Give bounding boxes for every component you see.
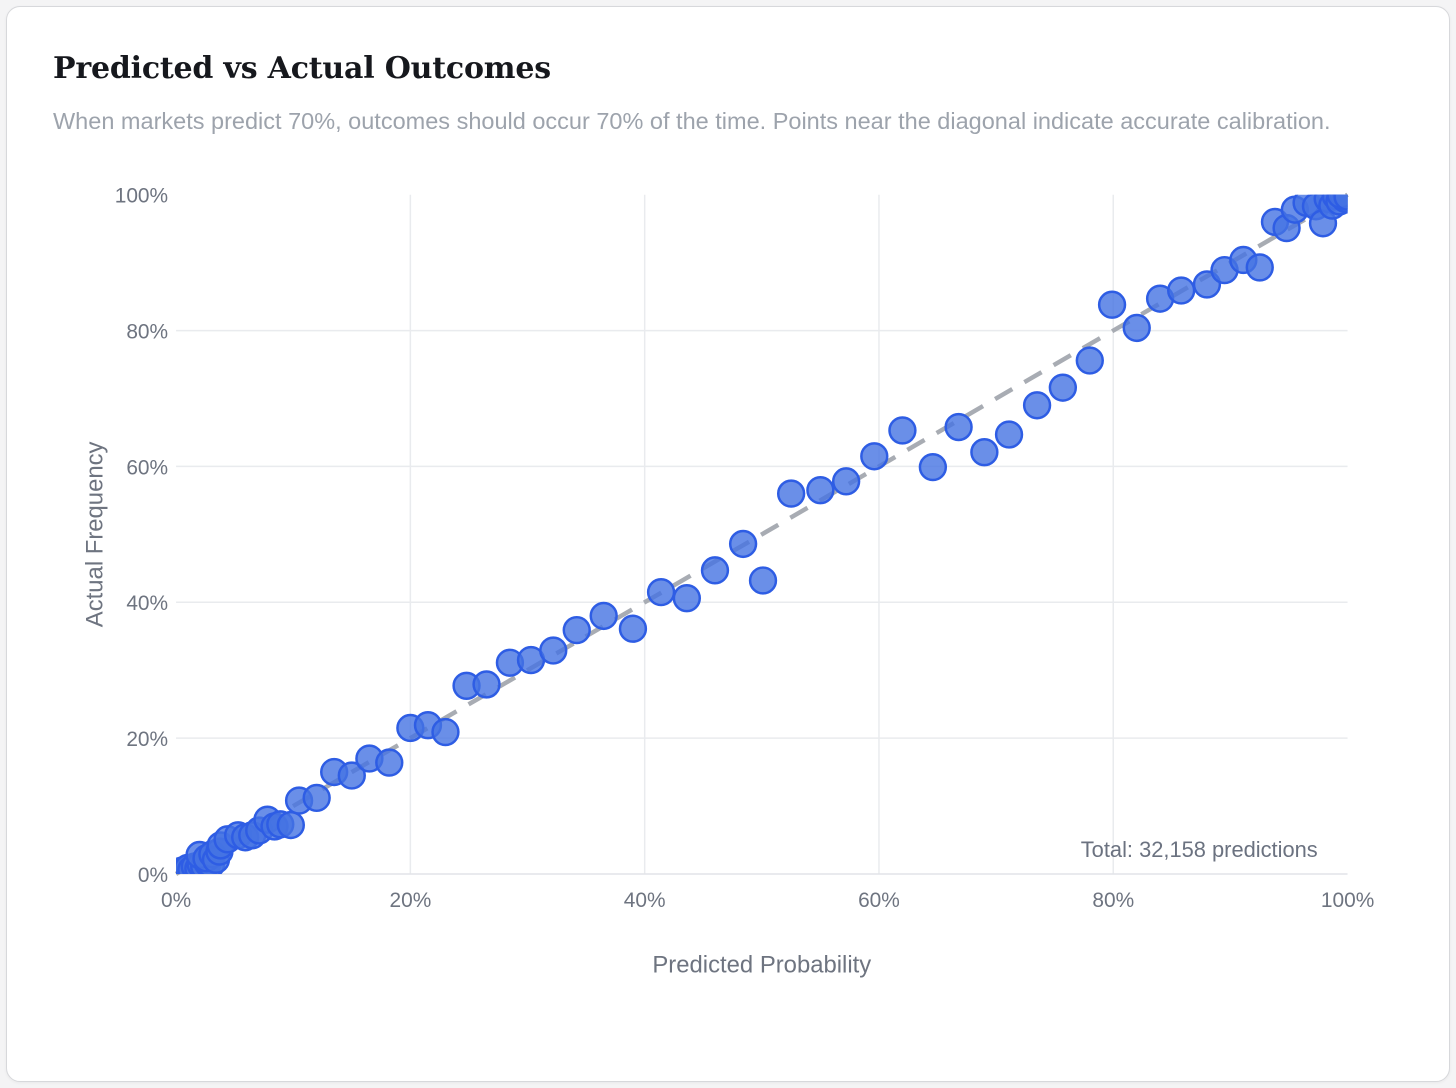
data-point (728, 529, 758, 559)
x-tick-label: 0% (161, 889, 191, 912)
data-point (472, 670, 501, 699)
scatter-points-group (176, 194, 1348, 874)
chart-card: Predicted vs Actual Outcomes When market… (6, 6, 1450, 1082)
y-tick-label: 80% (126, 321, 168, 344)
y-tick-label: 20% (126, 728, 168, 751)
data-point (276, 810, 305, 840)
data-point (1122, 313, 1151, 343)
y-tick-label: 100% (115, 185, 168, 208)
data-point (944, 412, 973, 442)
total-predictions-label: Total: 32,158 predictions (1081, 837, 1318, 862)
data-point (806, 476, 835, 505)
chart-header: Predicted vs Actual Outcomes When market… (7, 7, 1449, 143)
chart-subtitle: When markets predict 70%, outcomes shoul… (53, 108, 1331, 134)
calibration-scatter-chart: 0%0% 20% 20% 40% 40% 60% 60% 80% 80% 100% 100% Pred… (81, 185, 1374, 979)
y-tick-label: 40% (126, 592, 168, 615)
x-tick-label: 40% (624, 889, 666, 912)
data-point (539, 636, 568, 665)
data-point (618, 614, 648, 643)
data-point (1167, 276, 1196, 305)
data-point (860, 442, 889, 471)
data-point (918, 452, 948, 482)
data-point (700, 556, 730, 585)
data-point (1022, 391, 1052, 420)
data-point (337, 761, 366, 790)
y-axis-title: Actual Frequency (81, 441, 108, 627)
data-point (831, 467, 861, 496)
data-point (646, 577, 676, 607)
x-tick-label: 60% (858, 889, 900, 912)
data-point (672, 584, 701, 613)
data-point (375, 748, 404, 777)
x-tick-label: 100% (1321, 889, 1374, 912)
x-axis-title: Predicted Probability (652, 951, 871, 978)
x-tick-label: 80% (1092, 889, 1134, 912)
data-point (776, 479, 806, 508)
data-point (1333, 194, 1348, 211)
y-tick-label: 0% (138, 864, 168, 887)
data-point (589, 601, 618, 631)
data-point (1075, 346, 1104, 375)
chart-title: Predicted vs Actual Outcomes (53, 51, 551, 86)
data-point (748, 566, 778, 595)
data-point (562, 615, 591, 645)
data-point (1097, 290, 1127, 319)
data-point (970, 438, 999, 467)
data-point (1245, 253, 1274, 282)
data-point (994, 420, 1024, 449)
chart-area: 0% 0% 20% 20% 40% 40% 60% 60% 80% 80% 100% 100% Pred… (7, 147, 1449, 1028)
y-tick-label: 60% (126, 456, 168, 479)
data-point (302, 783, 331, 813)
data-point (1048, 373, 1078, 402)
data-point (888, 416, 917, 445)
data-point (431, 717, 460, 747)
x-tick-label: 20% (389, 889, 431, 912)
